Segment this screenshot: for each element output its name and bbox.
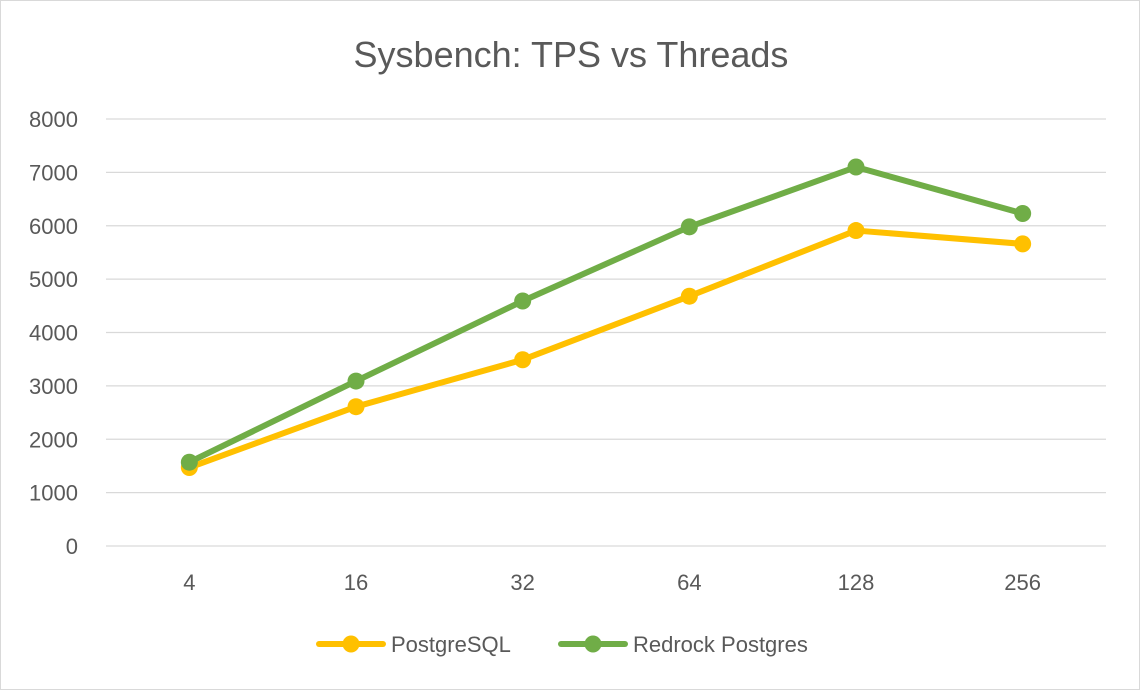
series-line <box>186 227 1026 471</box>
x-tick-label: 16 <box>344 570 368 595</box>
data-point <box>847 222 865 240</box>
data-point <box>514 292 532 310</box>
data-point <box>680 287 698 305</box>
chart-title: Sysbench: TPS vs Threads <box>354 34 789 75</box>
legend-swatch-marker <box>342 635 360 653</box>
data-point <box>1014 235 1032 253</box>
y-tick-label: 2000 <box>29 427 78 452</box>
data-point <box>347 398 365 416</box>
legend-label: PostgreSQL <box>391 632 511 657</box>
x-tick-label: 32 <box>510 570 534 595</box>
y-tick-label: 8000 <box>29 107 78 132</box>
legend-entry: PostgreSQL <box>316 632 511 657</box>
x-tick-label: 4 <box>183 570 195 595</box>
data-point <box>514 351 532 369</box>
gridlines <box>106 118 1106 547</box>
x-axis-ticks: 4 16 32 64 128 256 <box>183 570 1041 595</box>
y-tick-label: 6000 <box>29 214 78 239</box>
data-point <box>180 453 198 471</box>
data-point <box>847 158 865 176</box>
y-tick-label: 0 <box>66 534 78 559</box>
series-0 <box>180 222 1032 477</box>
y-tick-label: 4000 <box>29 321 78 346</box>
y-tick-label: 1000 <box>29 481 78 506</box>
y-axis-ticks: 0 1000 2000 3000 4000 5000 6000 7000 8000 <box>29 107 78 559</box>
x-tick-label: 128 <box>838 570 875 595</box>
data-point <box>680 218 698 236</box>
x-tick-label: 256 <box>1004 570 1041 595</box>
legend-entry: Redrock Postgres <box>558 632 808 657</box>
y-tick-label: 7000 <box>29 160 78 185</box>
series <box>180 158 1032 477</box>
legend-swatch-marker <box>584 635 602 653</box>
series-1 <box>180 158 1032 471</box>
y-tick-label: 5000 <box>29 267 78 292</box>
legend: PostgreSQL Redrock Postgres <box>316 632 808 657</box>
legend-label: Redrock Postgres <box>633 632 808 657</box>
x-tick-label: 64 <box>677 570 701 595</box>
data-point <box>347 372 365 390</box>
data-point <box>1014 204 1032 222</box>
series-line <box>186 164 1026 466</box>
y-tick-label: 3000 <box>29 374 78 399</box>
